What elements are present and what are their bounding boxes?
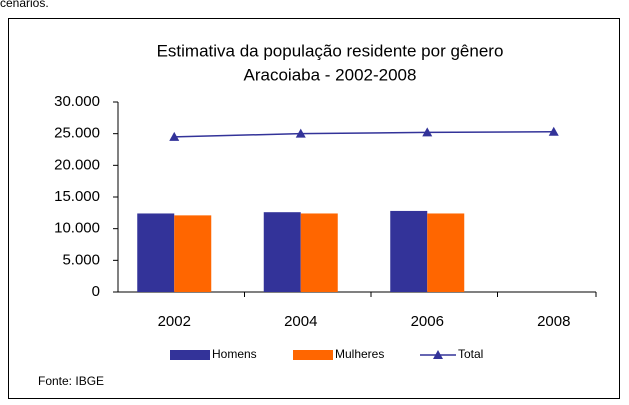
y-tick-label: 0 bbox=[92, 283, 100, 300]
legend-label: Total bbox=[458, 347, 483, 361]
bar bbox=[427, 213, 465, 292]
y-tick-label: 25.000 bbox=[54, 125, 100, 142]
marker bbox=[169, 131, 180, 141]
marker bbox=[295, 128, 306, 138]
y-tick-label: 15.000 bbox=[54, 188, 100, 205]
legend-swatch bbox=[293, 350, 333, 360]
legend-label: Mulheres bbox=[335, 347, 384, 361]
source: Fonte: IBGE bbox=[38, 374, 104, 388]
chart-title: Estimativa da população residente por gê… bbox=[157, 41, 504, 60]
legend-marker bbox=[433, 350, 443, 359]
bar bbox=[390, 210, 428, 292]
chart-subtitle: Aracoiaba - 2002-2008 bbox=[244, 65, 417, 84]
x-tick-label: 2006 bbox=[411, 313, 444, 330]
marker bbox=[422, 127, 433, 137]
y-tick-label: 5.000 bbox=[62, 251, 100, 268]
y-tick-label: 30.000 bbox=[54, 93, 100, 110]
legend-label: Homens bbox=[212, 347, 257, 361]
x-tick-label: 2004 bbox=[284, 313, 317, 330]
x-tick-label: 2002 bbox=[158, 313, 191, 330]
chart-frame bbox=[8, 18, 620, 399]
legend-swatch bbox=[170, 350, 210, 360]
caption-above: cenários. bbox=[0, 0, 49, 10]
x-tick-label: 2008 bbox=[537, 313, 570, 330]
line bbox=[174, 131, 554, 138]
bar bbox=[137, 213, 175, 292]
bar bbox=[174, 215, 212, 292]
y-tick-label: 10.000 bbox=[54, 220, 100, 237]
bar bbox=[300, 213, 338, 292]
bar bbox=[263, 212, 301, 292]
y-tick-label: 20.000 bbox=[54, 156, 100, 173]
marker bbox=[548, 126, 559, 136]
